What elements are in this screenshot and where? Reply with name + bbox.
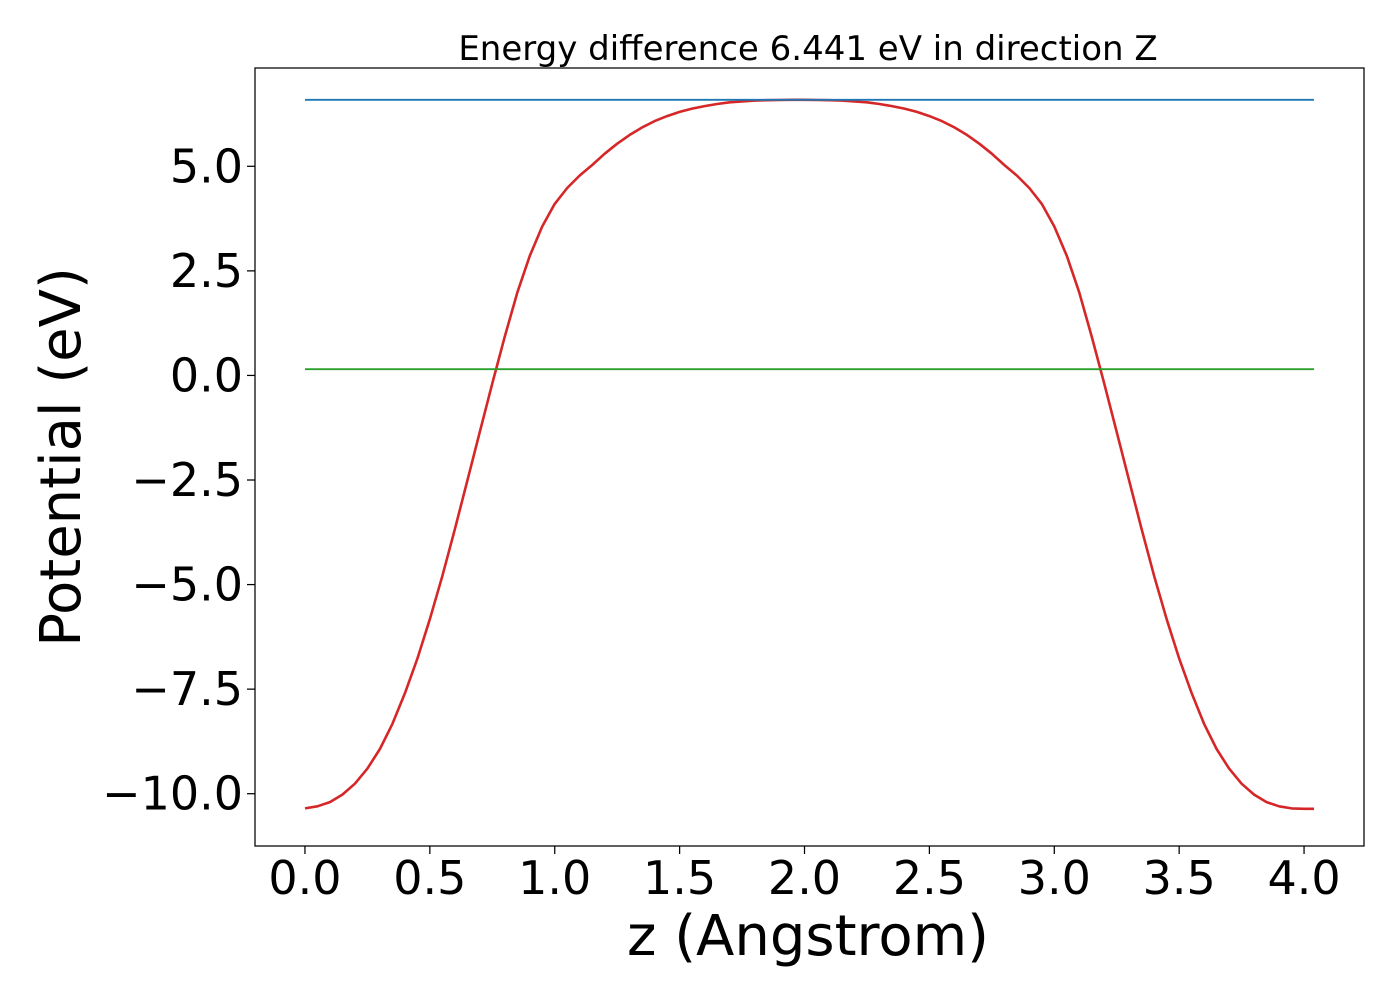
x-tick-label: 3.0 xyxy=(1018,851,1091,905)
plot-area xyxy=(304,98,1314,811)
x-tick-label: 2.5 xyxy=(893,851,966,905)
x-tick-label: 1.5 xyxy=(643,851,716,905)
y-tick-label: 0.0 xyxy=(170,348,243,402)
x-axis-label: z (Angstrom) xyxy=(627,904,989,969)
y-tick-label: −5.0 xyxy=(131,558,243,612)
y-tick-label: 2.5 xyxy=(170,244,243,298)
y-tick-label: −7.5 xyxy=(131,662,243,716)
x-tick-label: 4.0 xyxy=(1267,851,1340,905)
x-axis: 0.0 0.5 1.0 1.5 2.0 2.5 3.0 3.5 4.0 xyxy=(268,846,1341,905)
plot-frame xyxy=(254,67,1365,847)
y-axis-label: Potential (eV) xyxy=(29,267,94,647)
y-tick-label: 5.0 xyxy=(170,139,243,193)
y-axis: −10.0 −7.5 −5.0 −2.5 0.0 2.5 5.0 xyxy=(102,139,255,821)
y-tick-label: −2.5 xyxy=(131,453,243,507)
x-tick-label: 0.5 xyxy=(393,851,466,905)
x-tick-label: 2.0 xyxy=(768,851,841,905)
chart-title: Energy difference 6.441 eV in direction … xyxy=(458,29,1157,69)
y-tick-label: −10.0 xyxy=(102,767,243,821)
x-tick-label: 1.0 xyxy=(518,851,591,905)
x-tick-label: 0.0 xyxy=(268,851,341,905)
x-tick-label: 3.5 xyxy=(1143,851,1216,905)
